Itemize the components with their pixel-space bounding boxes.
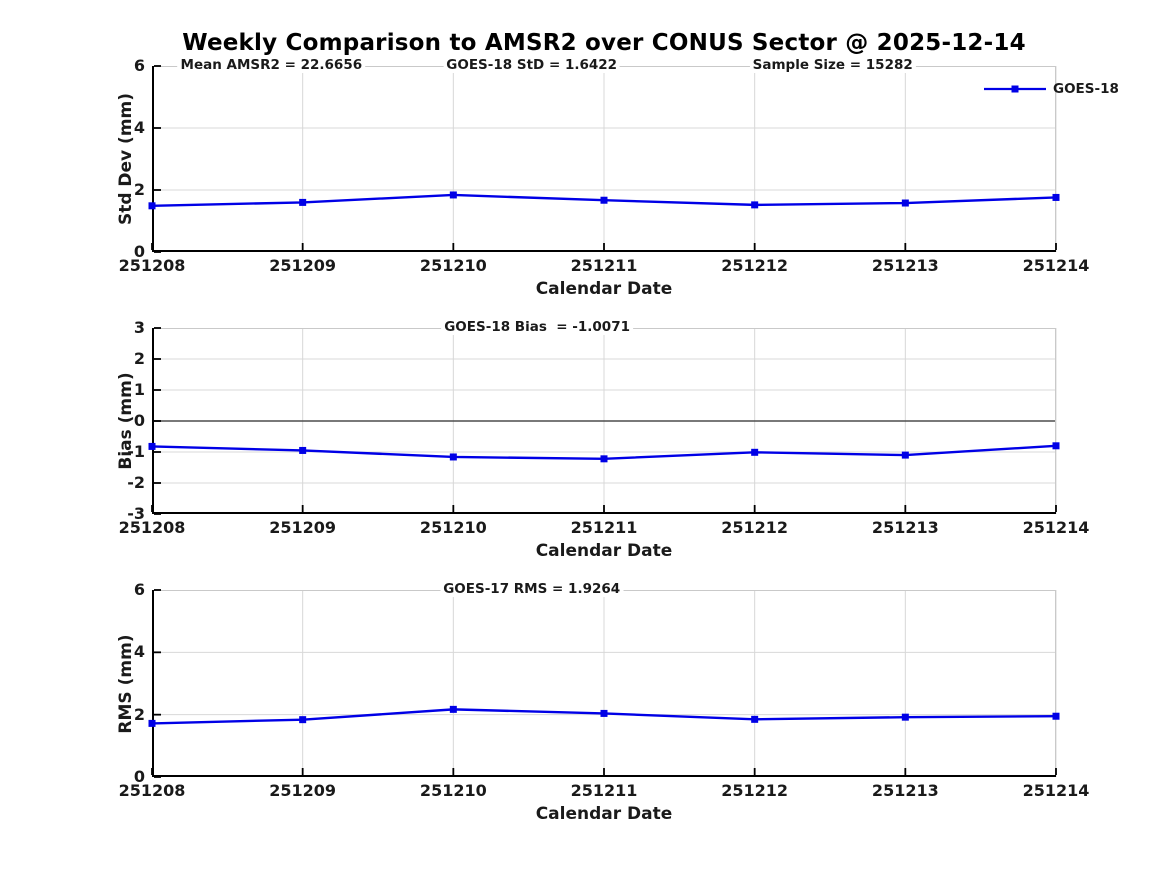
x-tick-label: 251214 xyxy=(1022,781,1090,800)
legend-line-marker-icon xyxy=(984,85,1046,93)
data-point-marker xyxy=(600,455,608,463)
x-axis-label: Calendar Date xyxy=(535,279,673,299)
data-point-marker xyxy=(901,713,909,721)
legend-label: GOES-18 xyxy=(1053,81,1119,97)
y-tick-label: 4 xyxy=(133,118,145,137)
x-tick-label: 251209 xyxy=(269,518,337,537)
data-point-marker xyxy=(600,196,608,204)
x-tick-label: 251208 xyxy=(118,518,186,537)
y-tick-label: 1 xyxy=(133,380,145,399)
x-tick-label: 251214 xyxy=(1022,256,1090,275)
plot-annotation: GOES-17 RMS = 1.9264 xyxy=(440,582,624,597)
y-tick-label: -3 xyxy=(127,504,145,523)
x-tick-label: 251208 xyxy=(118,256,186,275)
legend: GOES-18 xyxy=(984,81,1119,97)
y-axis-label: Bias (mm) xyxy=(116,372,136,470)
y-tick-label: 0 xyxy=(133,411,145,430)
data-point-marker xyxy=(901,451,909,459)
x-tick-label: 251213 xyxy=(871,781,939,800)
data-point-marker xyxy=(148,442,156,450)
y-tick-label: 3 xyxy=(133,318,145,337)
data-point-marker xyxy=(1052,712,1060,720)
y-tick-label: -1 xyxy=(127,442,145,461)
x-tick-label: 251208 xyxy=(118,781,186,800)
data-point-marker xyxy=(449,453,457,461)
data-point-marker xyxy=(600,709,608,717)
x-axis-label: Calendar Date xyxy=(535,541,673,561)
x-tick-label: 251214 xyxy=(1022,518,1090,537)
x-tick-label: 251210 xyxy=(419,781,487,800)
x-tick-label: 251210 xyxy=(419,518,487,537)
plot-annotation: Mean AMSR2 = 22.6656 xyxy=(177,58,366,73)
x-tick-label: 251212 xyxy=(721,518,789,537)
x-tick-label: 251213 xyxy=(871,518,939,537)
y-tick-label: 2 xyxy=(133,349,145,368)
data-point-marker xyxy=(299,716,307,724)
x-tick-label: 251211 xyxy=(570,781,638,800)
data-point-marker xyxy=(1052,193,1060,201)
x-axis-label: Calendar Date xyxy=(535,804,673,824)
x-tick-label: 251213 xyxy=(871,256,939,275)
y-axis-label: RMS (mm) xyxy=(116,633,136,734)
data-line-goes-18 xyxy=(150,708,1058,725)
data-point-marker xyxy=(299,446,307,454)
data-point-marker xyxy=(1052,442,1060,450)
data-point-marker xyxy=(148,202,156,210)
plot-annotation: Sample Size = 15282 xyxy=(749,58,916,73)
data-line-goes-18 xyxy=(150,193,1058,208)
y-tick-label: 2 xyxy=(133,180,145,199)
x-tick-label: 251210 xyxy=(419,256,487,275)
data-point-marker xyxy=(299,198,307,206)
data-point-marker xyxy=(751,201,759,209)
data-line-goes-18 xyxy=(150,444,1058,461)
data-point-marker xyxy=(751,715,759,723)
data-point-marker xyxy=(449,705,457,713)
y-tick-label: 2 xyxy=(133,704,145,724)
chart-title: Weekly Comparison to AMSR2 over CONUS Se… xyxy=(182,30,1026,56)
y-tick-label: 4 xyxy=(133,642,145,662)
data-point-marker xyxy=(148,719,156,727)
x-tick-label: 251209 xyxy=(269,256,337,275)
y-tick-label: 0 xyxy=(133,767,145,786)
data-point-marker xyxy=(751,448,759,456)
data-point-marker xyxy=(449,191,457,199)
x-tick-label: 251211 xyxy=(570,256,638,275)
plot-annotation: GOES-18 Bias = -1.0071 xyxy=(441,320,633,335)
y-tick-label: 0 xyxy=(133,242,145,261)
y-tick-label: 6 xyxy=(133,580,145,599)
bias-plot-area xyxy=(148,327,1060,515)
rms-plot-area xyxy=(148,589,1060,778)
x-tick-label: 251209 xyxy=(269,781,337,800)
y-tick-label: 6 xyxy=(133,56,145,75)
x-tick-label: 251212 xyxy=(721,781,789,800)
x-tick-label: 251212 xyxy=(721,256,789,275)
data-point-marker xyxy=(901,199,909,207)
plot-annotation: GOES-18 StD = 1.6422 xyxy=(443,58,621,73)
std-dev-plot-area xyxy=(148,65,1060,253)
y-tick-label: -2 xyxy=(127,473,145,492)
x-tick-label: 251211 xyxy=(570,518,638,537)
y-axis-label: Std Dev (mm) xyxy=(116,92,136,226)
